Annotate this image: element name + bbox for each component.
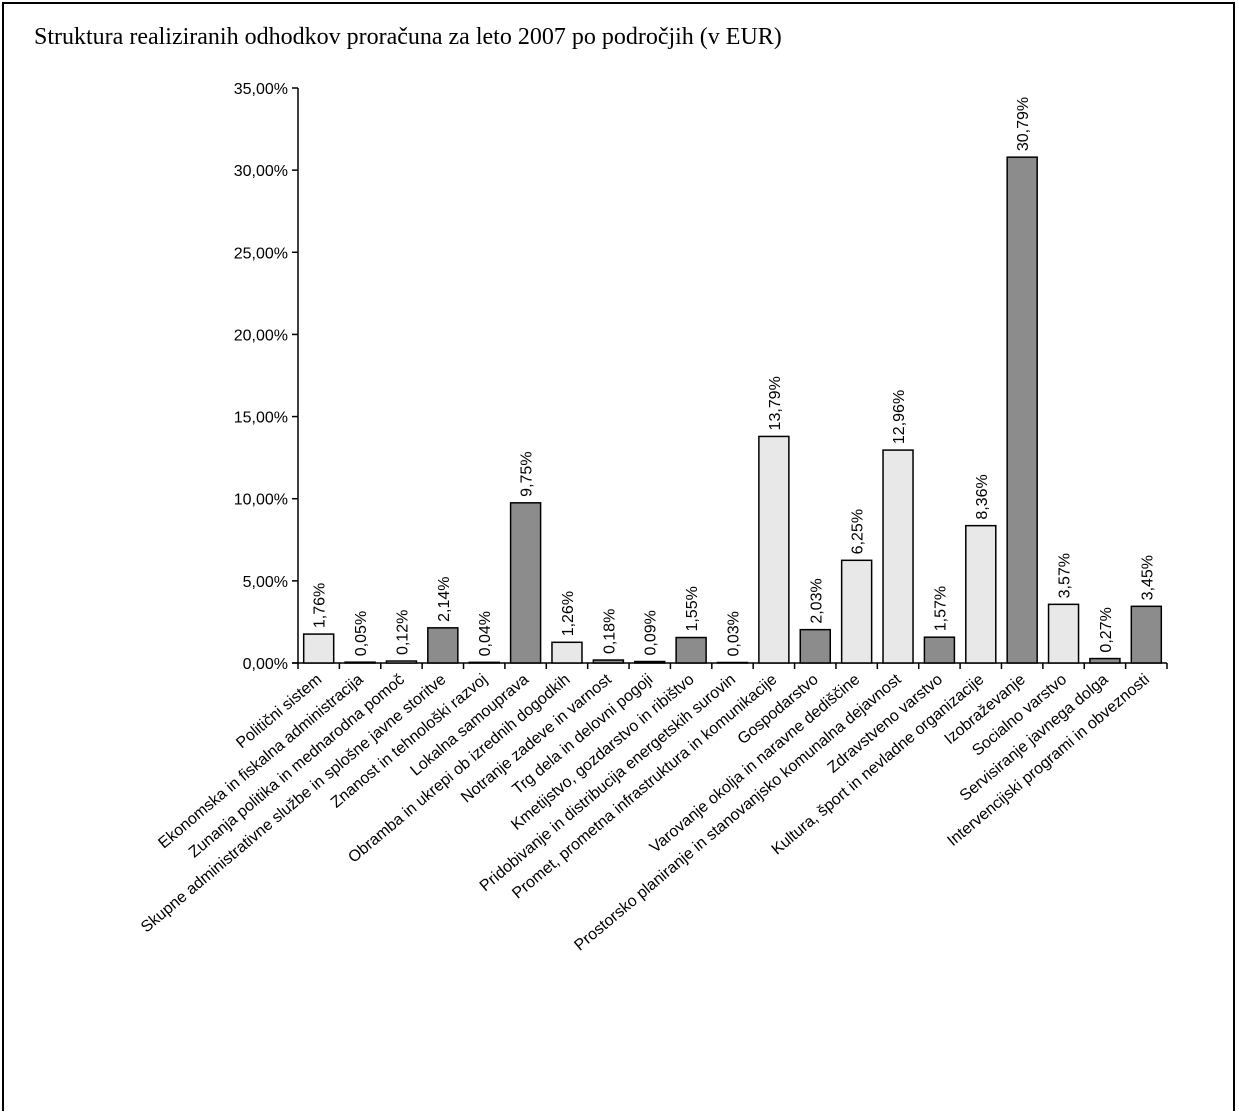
data-label: 2,14%: [436, 576, 453, 621]
bar: [592, 659, 625, 664]
data-label: 9,75%: [519, 451, 536, 496]
axes: 0,00% 5,00% 10,00% 15,00% 20,00% 25,00% 30,00%…: [234, 81, 1168, 673]
data-label: 8,36%: [974, 474, 991, 519]
bar: [385, 660, 418, 664]
data-label: 2,03%: [808, 578, 825, 623]
data-label: 30,79%: [1015, 97, 1032, 151]
data-label: 0,04%: [477, 611, 494, 656]
bar: [758, 435, 790, 664]
bar: [882, 449, 914, 664]
data-label: 1,76%: [312, 583, 329, 628]
bar: [923, 636, 956, 664]
bar: [1006, 156, 1038, 664]
y-tick-label: 25,00%: [234, 245, 288, 262]
y-tick-label: 0,00%: [243, 656, 288, 673]
data-labels: 1,76% 0,05% 0,12% 2,14% 0,04% 9,75% 1,26% 0,18%…: [312, 97, 1157, 657]
y-tick-label: 5,00%: [243, 574, 288, 591]
bar: [468, 661, 500, 664]
bar: [716, 661, 749, 664]
chart-title: Struktura realiziranih odhodkov proračun…: [34, 24, 782, 50]
data-label: 1,57%: [932, 586, 949, 631]
bar: [302, 633, 335, 664]
bar: [675, 636, 707, 664]
bar: [840, 559, 873, 664]
bar: [551, 641, 583, 664]
bar: [965, 524, 997, 664]
bar: [1047, 603, 1080, 664]
data-label: 0,27%: [1098, 607, 1115, 652]
data-label: 3,45%: [1139, 555, 1156, 600]
data-label: 0,09%: [643, 610, 660, 655]
y-tick-label: 20,00%: [234, 327, 288, 344]
bar: [344, 661, 376, 664]
data-label: 3,57%: [1057, 553, 1074, 598]
y-tick-label: 15,00%: [234, 410, 288, 427]
data-label: 0,05%: [353, 611, 370, 656]
y-tick-label: 30,00%: [234, 163, 288, 180]
y-tick-label: 35,00%: [234, 81, 288, 98]
bar: [1089, 657, 1121, 664]
bars: [302, 156, 1163, 664]
data-label: 1,26%: [560, 591, 577, 636]
category-label: Skupne administrativne službe in splošne…: [138, 671, 449, 936]
data-label: 6,25%: [850, 509, 867, 554]
bar: [1130, 605, 1163, 664]
bar: [633, 660, 666, 664]
data-label: 0,03%: [726, 611, 743, 656]
data-label: 0,12%: [394, 610, 411, 655]
data-label: 1,55%: [684, 586, 701, 631]
data-label: 12,96%: [891, 390, 908, 444]
bar: [427, 627, 459, 664]
data-label: 0,18%: [601, 609, 618, 654]
data-label: 13,79%: [767, 376, 784, 430]
bar: [799, 628, 832, 664]
bar: [509, 502, 542, 664]
y-tick-label: 10,00%: [234, 492, 288, 509]
